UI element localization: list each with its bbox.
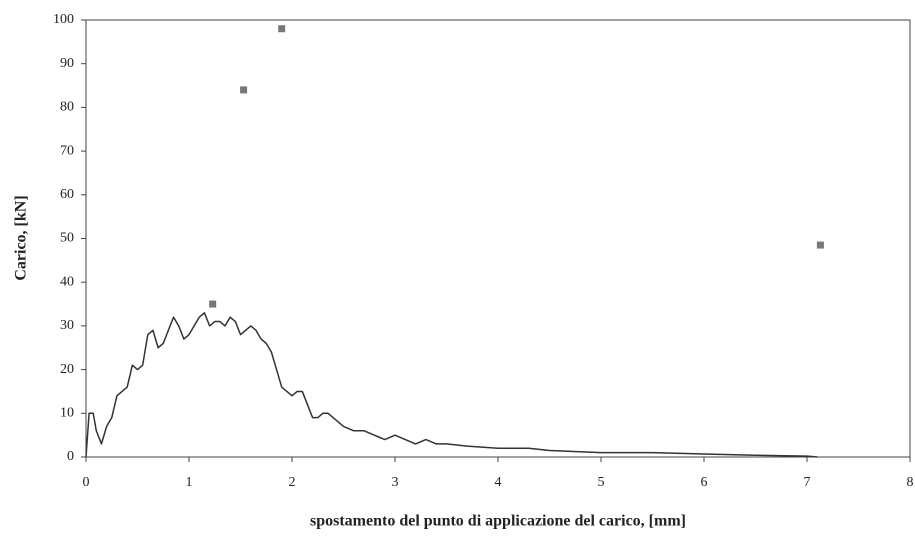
- y-axis-title: Carico, [kN]: [13, 195, 30, 280]
- y-tick-label: 70: [60, 143, 74, 158]
- x-tick-label: 5: [598, 475, 605, 490]
- x-tick-label: 8: [907, 475, 914, 490]
- y-tick-label: 0: [67, 449, 74, 464]
- y-tick-label: 50: [60, 231, 74, 246]
- plot-frame: [85, 19, 911, 458]
- x-tick-label: 2: [289, 475, 296, 490]
- y-tick-label: 80: [60, 100, 74, 115]
- x-tick-label: 1: [186, 475, 193, 490]
- data-point: [816, 241, 824, 249]
- x-tick-label: 3: [392, 475, 399, 490]
- x-axis-title: spostamento del punto di applicazione de…: [310, 513, 686, 530]
- y-tick-label: 30: [60, 318, 74, 333]
- x-tick-label: 6: [701, 475, 708, 490]
- y-tick-label: 90: [60, 56, 74, 71]
- x-tick-label: 0: [83, 475, 90, 490]
- data-line: [85, 312, 818, 458]
- y-tick-label: 10: [60, 406, 74, 421]
- data-point: [240, 86, 248, 94]
- data-point: [278, 25, 286, 33]
- x-tick-label: 7: [804, 475, 811, 490]
- data-point: [209, 300, 217, 308]
- x-tick-label: 4: [495, 475, 502, 490]
- y-tick-label: 100: [53, 12, 74, 27]
- y-tick-label: 20: [60, 362, 74, 377]
- y-tick-label: 60: [60, 187, 74, 202]
- y-tick-label: 40: [60, 274, 74, 289]
